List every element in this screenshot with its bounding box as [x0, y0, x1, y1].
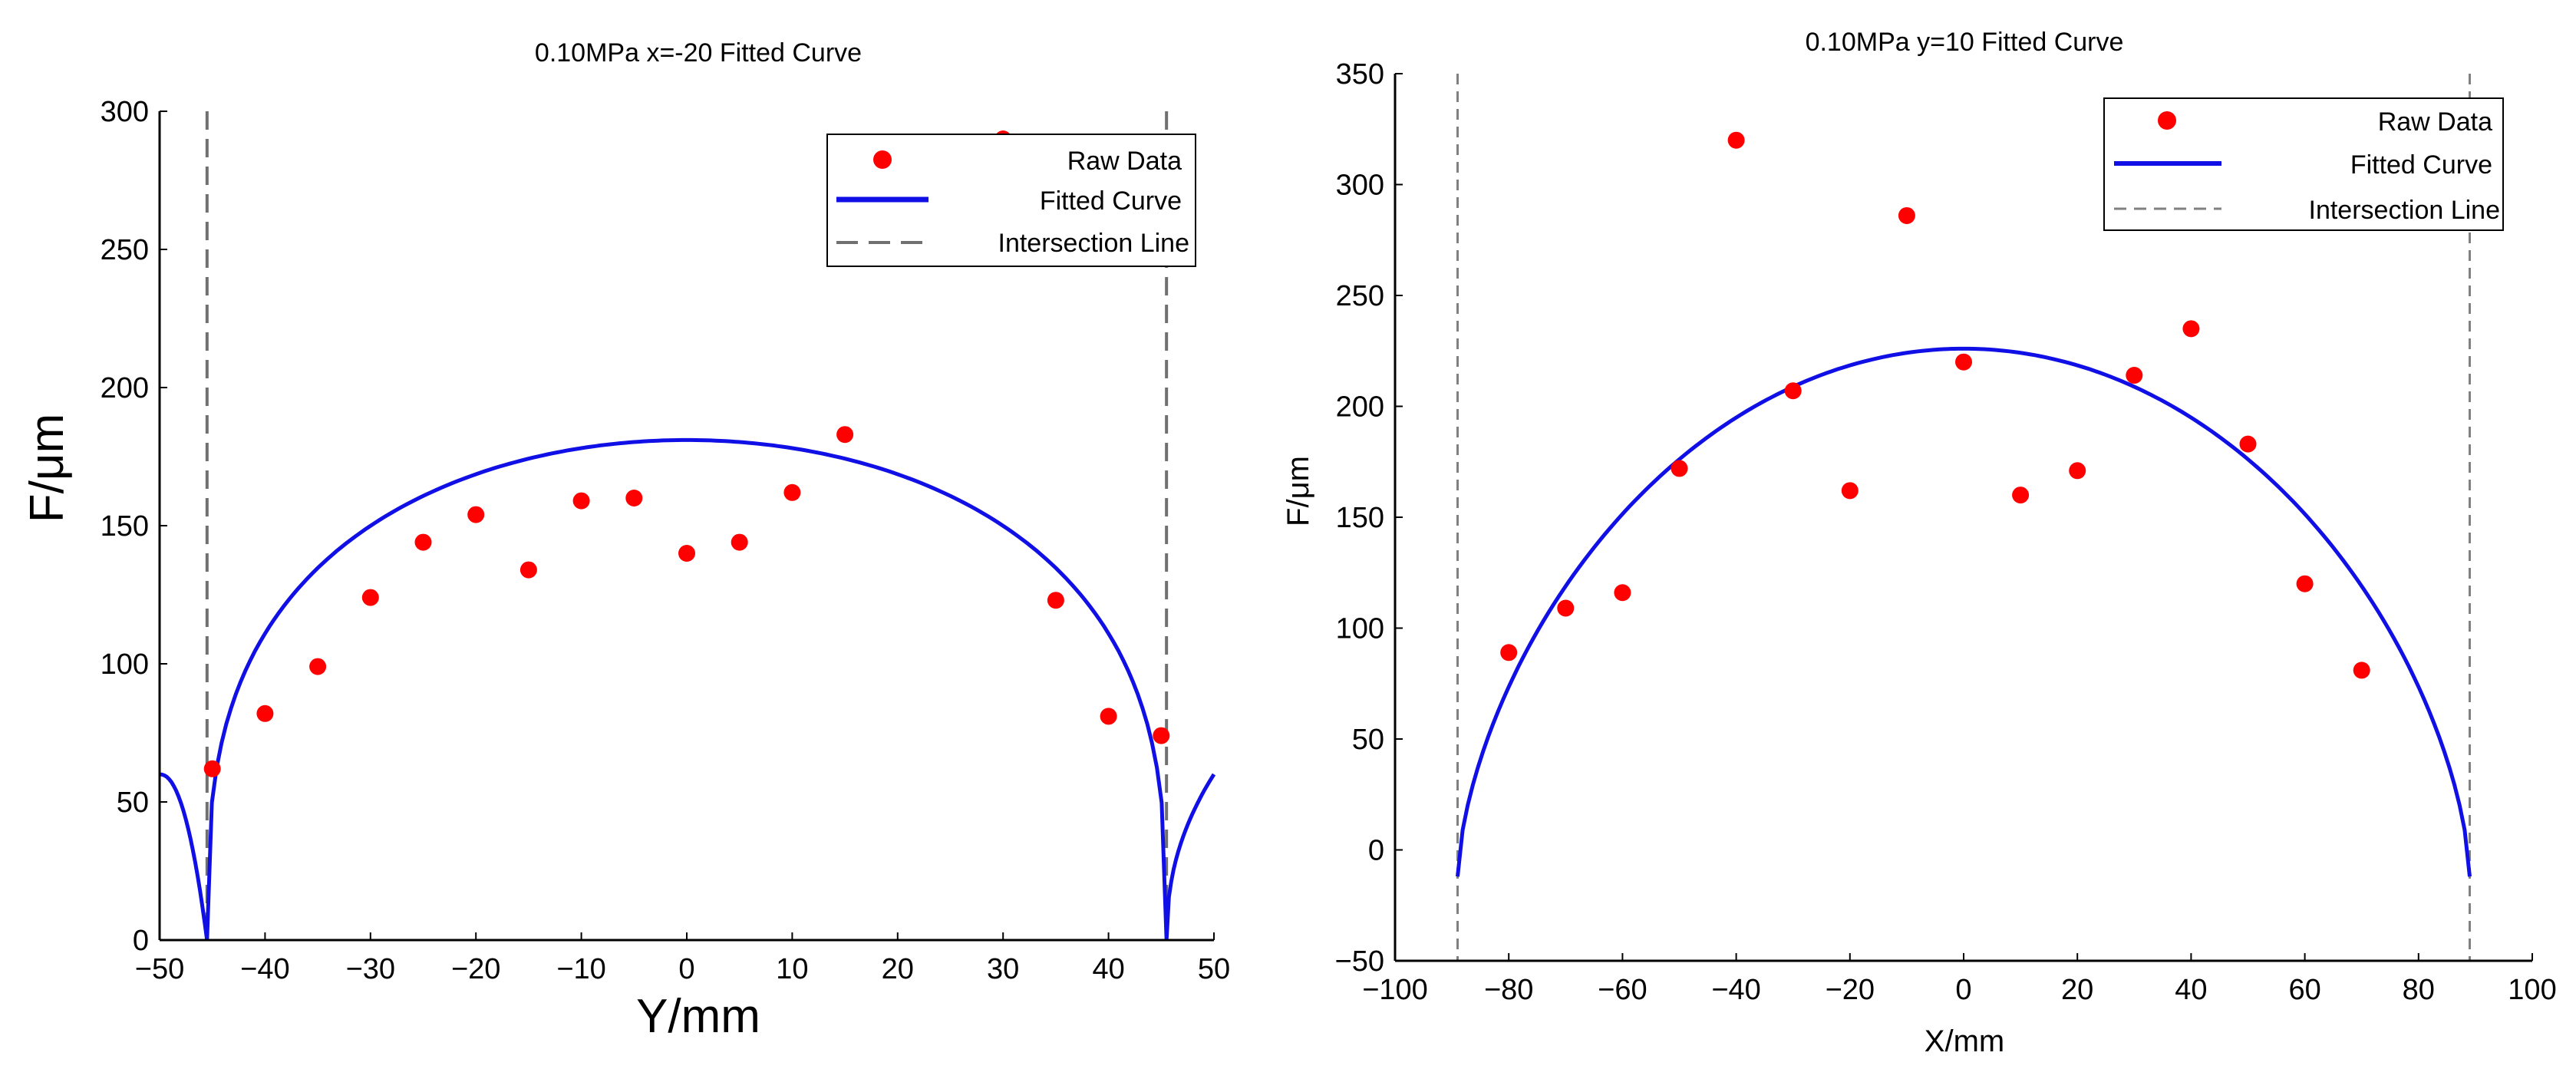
raw-data-point — [414, 533, 432, 551]
x-tick-label: 30 — [987, 953, 1019, 985]
y-tick-label: 150 — [1336, 502, 1384, 534]
chart-right: 0.10MPa y=10 Fitted Curve −100 −80 −60 −40−… — [1281, 28, 2557, 1058]
y-tick-label: 150 — [101, 510, 149, 543]
x-tick-label: 20 — [2061, 974, 2093, 1006]
x-tick-label: −40 — [1711, 974, 1760, 1006]
raw-data-point — [1784, 382, 1802, 400]
y-tick-label: 50 — [1352, 724, 1384, 756]
raw-data-point — [1100, 708, 1117, 725]
y-tick-label: 200 — [101, 372, 149, 404]
x-tick-label: −50 — [135, 953, 184, 985]
raw-data-point — [1671, 460, 1688, 477]
raw-data-point — [1898, 206, 1915, 224]
raw-data-point — [1614, 584, 1631, 602]
raw-data-point — [309, 658, 327, 675]
chart-left-title: 0.10MPa x=-20 Fitted Curve — [535, 38, 862, 68]
x-tick-label: 0 — [678, 953, 694, 985]
x-tick-label: −20 — [1826, 974, 1875, 1006]
raw-data-point — [1955, 353, 1972, 371]
x-tick-label: 40 — [1092, 953, 1124, 985]
raw-data-point — [519, 561, 537, 579]
x-tick-label: −20 — [451, 953, 500, 985]
raw-data-point — [678, 545, 695, 562]
raw-data-point — [1047, 592, 1064, 609]
y-tick-label: 200 — [1336, 391, 1384, 424]
x-tick-label: 80 — [2403, 974, 2435, 1006]
chart-left: 0.10MPa x=-20 Fitted Curve −50 −40 −30 −20−… — [21, 38, 1230, 1043]
legend-raw-data-label: Raw Data — [2378, 107, 2492, 137]
x-tick-label: 60 — [2288, 974, 2320, 1006]
chart-right-y-ticks: −50 0 50 100 150 200 250 300 350 — [1335, 58, 1403, 978]
raw-data-point — [1727, 131, 1745, 149]
y-tick-label: 250 — [1336, 280, 1384, 312]
x-tick-label: 100 — [2508, 974, 2556, 1006]
legend-fitted-curve-label: Fitted Curve — [2350, 150, 2492, 180]
chart-right-raw-points — [1500, 131, 2370, 679]
chart-left-legend: Raw Data Fitted Curve Intersection Line — [826, 134, 1196, 267]
x-tick-label: −80 — [1484, 974, 1533, 1006]
raw-data-point — [2126, 367, 2143, 384]
raw-data-point — [1153, 727, 1170, 744]
y-tick-label: 0 — [133, 925, 149, 957]
raw-data-point — [1557, 599, 1575, 617]
y-tick-label: −50 — [1335, 945, 1384, 978]
raw-data-point — [625, 490, 643, 506]
y-tick-label: 300 — [1336, 170, 1384, 202]
y-tick-label: 350 — [1336, 58, 1384, 91]
x-tick-label: −60 — [1598, 974, 1647, 1006]
raw-data-point — [2296, 575, 2314, 592]
x-tick-label: 40 — [2175, 974, 2207, 1006]
x-tick-label: 50 — [1198, 953, 1230, 985]
x-tick-label: −40 — [240, 953, 289, 985]
raw-data-point — [2012, 487, 2030, 504]
raw-data-point — [256, 704, 274, 722]
chart-right-x-label: X/mm — [1925, 1024, 2004, 1058]
chart-right-title: 0.10MPa y=10 Fitted Curve — [1806, 28, 2124, 57]
chart-left-y-label: F/μm — [21, 414, 74, 523]
raw-data-point — [467, 506, 485, 523]
chart-right-fitted-curve — [1456, 346, 2472, 877]
y-tick-label: 50 — [117, 787, 149, 819]
chart-left-fitted-curve — [159, 437, 1216, 941]
y-tick-label: 0 — [1368, 835, 1384, 867]
x-tick-label: 0 — [1955, 974, 1971, 1006]
x-tick-label: 20 — [882, 953, 914, 985]
x-tick-label: −30 — [346, 953, 395, 985]
chart-right-y-label: F/μm — [1281, 456, 1315, 526]
x-tick-label: 10 — [776, 953, 808, 985]
raw-data-point — [2353, 662, 2370, 679]
legend-raw-data-marker — [873, 150, 892, 169]
raw-data-point — [361, 589, 379, 606]
legend-intersection-line-label: Intersection Line — [998, 229, 1190, 258]
chart-right-legend: Raw Data Fitted Curve Intersection Line — [2103, 97, 2504, 231]
raw-data-point — [731, 533, 748, 551]
raw-data-point — [2182, 320, 2200, 338]
y-tick-label: 100 — [1336, 613, 1384, 645]
raw-data-point — [1841, 482, 1859, 500]
raw-data-point — [783, 483, 801, 501]
y-tick-label: 250 — [101, 234, 149, 266]
legend-intersection-line-label: Intersection Line — [2309, 196, 2501, 225]
legend-raw-data-marker — [2158, 111, 2176, 130]
raw-data-point — [572, 492, 590, 510]
chart-left-x-ticks: −50 −40 −30 −20 −10 0 10 20 30 40 50 — [135, 932, 1230, 985]
y-tick-label: 100 — [101, 648, 149, 681]
x-tick-label: −10 — [556, 953, 605, 985]
raw-data-point — [2239, 435, 2257, 453]
chart-left-y-ticks: 0 50 100 150 200 250 300 — [101, 96, 167, 957]
y-tick-label: 300 — [101, 96, 149, 128]
raw-data-point — [836, 426, 854, 444]
raw-data-point — [203, 760, 221, 777]
x-tick-label: −100 — [1362, 974, 1428, 1006]
chart-left-x-label: Y/mm — [636, 990, 760, 1043]
legend-fitted-curve-label: Fitted Curve — [1040, 186, 1182, 216]
legend-raw-data-label: Raw Data — [1067, 147, 1182, 176]
chart-right-x-ticks: −100 −80 −60 −40 −20 0 20 40 60 80 100 — [1362, 953, 2557, 1006]
raw-data-point — [1500, 644, 1518, 662]
raw-data-point — [2069, 462, 2086, 480]
